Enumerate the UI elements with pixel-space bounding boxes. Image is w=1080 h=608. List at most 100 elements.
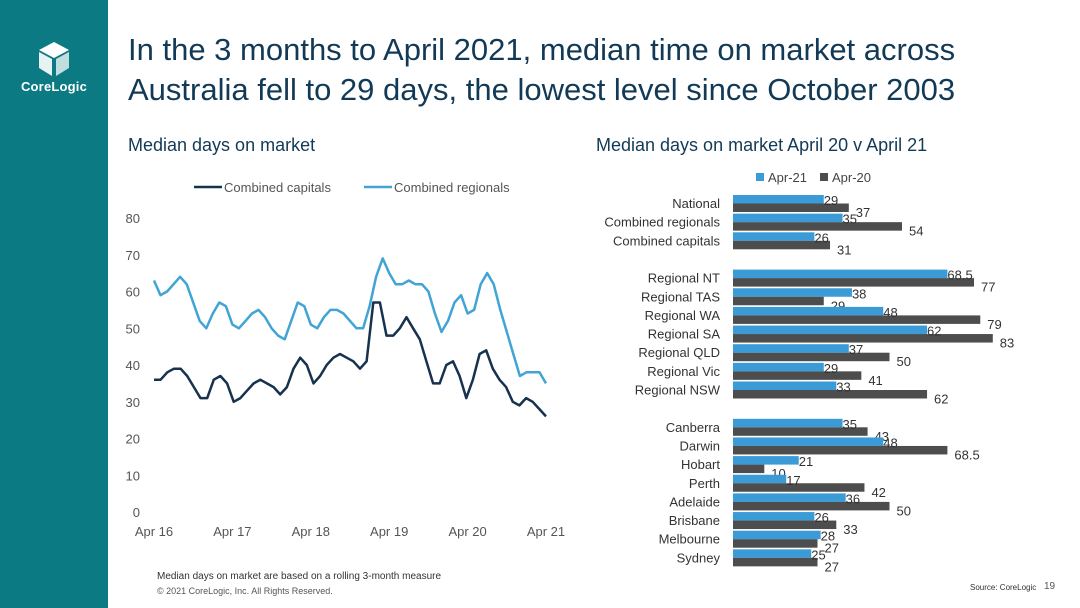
y-tick-label: 50 xyxy=(126,321,140,336)
x-tick-label: Apr 19 xyxy=(370,524,408,539)
series-line-capitals xyxy=(154,301,547,418)
x-tick-label: Apr 20 xyxy=(448,524,486,539)
legend-label: Apr-21 xyxy=(768,170,807,185)
bar-apr20 xyxy=(733,240,831,250)
bar-apr20 xyxy=(733,278,975,287)
bar-group-regional-wa: Regional WA 48 79 xyxy=(645,305,1002,332)
line-chart-title: Median days on market xyxy=(128,135,316,155)
y-tick-label: 0 xyxy=(133,505,140,520)
data-label-apr20: 33 xyxy=(843,522,857,537)
category-label: Combined capitals xyxy=(613,233,720,248)
bar-apr20 xyxy=(733,445,948,455)
data-label-apr20: 27 xyxy=(825,559,839,574)
page-number: 19 xyxy=(1044,581,1056,592)
bar-apr20 xyxy=(733,296,824,306)
bar-apr21 xyxy=(733,456,799,465)
data-label-apr21: 37 xyxy=(849,342,863,357)
data-label-apr20: 77 xyxy=(981,280,995,295)
y-tick-label: 10 xyxy=(126,468,140,483)
category-label: Combined regionals xyxy=(604,215,720,230)
y-tick-label: 30 xyxy=(126,395,140,410)
bar-apr21 xyxy=(733,325,928,335)
category-label: Regional QLD xyxy=(638,345,720,360)
footnote: Median days on market are based on a rol… xyxy=(157,571,442,582)
bar-apr21 xyxy=(733,512,815,521)
x-tick-label: Apr 16 xyxy=(135,524,173,539)
legend-label: Combined regionals xyxy=(394,180,510,195)
data-label-apr20: 50 xyxy=(897,354,911,369)
data-label-apr20: 54 xyxy=(909,224,923,239)
data-label-apr20: 27 xyxy=(825,541,839,556)
bar-apr21 xyxy=(733,549,812,558)
bar-apr21 xyxy=(733,493,846,502)
bar-apr21 xyxy=(733,381,837,390)
category-label: National xyxy=(672,196,720,211)
bar-apr20 xyxy=(733,464,765,474)
bar-apr21 xyxy=(733,418,843,428)
data-label-apr21: 28 xyxy=(821,529,835,544)
data-label-apr20: 50 xyxy=(897,503,911,518)
category-label: Regional NSW xyxy=(635,383,721,398)
data-label-apr21: 25 xyxy=(811,547,825,562)
y-tick-label: 70 xyxy=(126,248,140,263)
legend-label: Combined capitals xyxy=(224,180,331,195)
bar-apr21 xyxy=(733,269,948,279)
data-label-apr20: 37 xyxy=(856,205,870,220)
bar-apr20 xyxy=(733,520,837,530)
data-label-apr21: 21 xyxy=(799,454,813,469)
data-label-apr21: 29 xyxy=(824,361,838,376)
slide-title: In the 3 months to April 2021, median ti… xyxy=(128,32,956,107)
category-label: Brisbane xyxy=(669,513,720,528)
legend-swatch-apr21 xyxy=(756,173,764,181)
x-tick-label: Apr 17 xyxy=(213,524,251,539)
data-label-apr20: 68.5 xyxy=(954,447,979,462)
category-label: Perth xyxy=(689,476,720,491)
corelogic-logo-icon xyxy=(39,42,69,76)
data-label-apr21: 33 xyxy=(836,380,850,395)
bar-group-combined-regionals: Combined regionals 35 54 xyxy=(604,212,923,239)
bar-group-regional-vic: Regional Vic 29 41 xyxy=(647,361,883,388)
data-label-apr20: 42 xyxy=(871,485,885,500)
bar-apr21 xyxy=(733,213,843,223)
bar-apr21 xyxy=(733,437,884,446)
series-line-regionals xyxy=(152,257,548,385)
bar-apr20 xyxy=(733,501,890,511)
bar-group-brisbane: Brisbane 26 33 xyxy=(669,510,858,537)
bar-group-regional-qld: Regional QLD 37 50 xyxy=(638,342,911,369)
category-label: Regional NT xyxy=(648,271,720,286)
data-label-apr21: 48 xyxy=(883,435,897,450)
y-tick-label: 60 xyxy=(126,285,140,300)
bar-apr21 xyxy=(733,474,787,484)
y-tick-label: 80 xyxy=(126,211,140,226)
bar-group-regional-nt: Regional NT 68.5 77 xyxy=(648,268,996,295)
bar-chart-title: Median days on market April 20 v April 2… xyxy=(596,135,928,155)
data-label-apr21: 62 xyxy=(927,324,941,339)
bar-apr20 xyxy=(733,371,862,380)
bar-group-adelaide: Adelaide 36 50 xyxy=(669,491,911,518)
category-label: Adelaide xyxy=(669,494,720,509)
category-label: Sydney xyxy=(677,550,721,565)
source-note: Source: CoreLogic xyxy=(970,583,1037,592)
bar-apr20 xyxy=(733,483,865,492)
bar-apr21 xyxy=(733,232,815,241)
bar-apr21 xyxy=(733,195,824,204)
category-label: Canberra xyxy=(666,420,721,435)
category-label: Regional TAS xyxy=(641,289,720,304)
bar-apr21 xyxy=(733,344,849,353)
bar-group-regional-sa: Regional SA 62 83 xyxy=(648,324,1015,351)
bar-apr20 xyxy=(733,427,868,436)
legend-swatch-apr20 xyxy=(820,173,828,181)
data-label-apr20: 79 xyxy=(987,317,1001,332)
bar-group-combined-capitals: Combined capitals 26 31 xyxy=(613,230,851,257)
category-label: Hobart xyxy=(681,457,720,472)
bar-apr21 xyxy=(733,530,821,540)
category-label: Regional Vic xyxy=(647,364,720,379)
y-tick-label: 20 xyxy=(126,432,140,447)
bar-apr20 xyxy=(733,315,981,324)
brand-sidebar: CoreLogic xyxy=(0,0,108,608)
bar-apr20 xyxy=(733,222,903,231)
category-label: Regional SA xyxy=(648,327,721,342)
